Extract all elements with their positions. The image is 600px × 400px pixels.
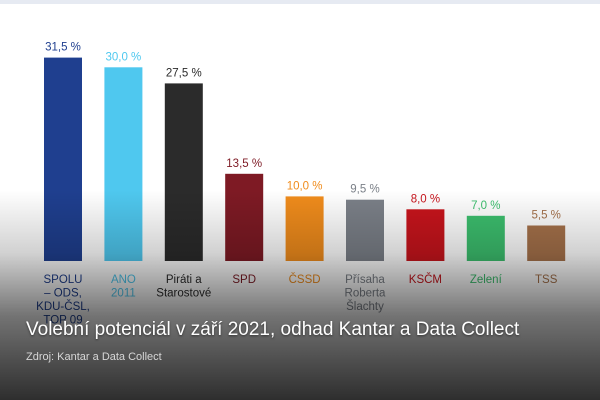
bar-1 [44, 57, 82, 261]
bar-2 [104, 67, 143, 261]
caption-source: Zdroj: Kantar a Data Collect [26, 351, 162, 363]
category-label-line: Zelení [470, 274, 503, 286]
category-label-6: Přísaha Roberta Šlachty [345, 274, 387, 313]
category-label-line: Roberta [345, 288, 387, 300]
category-label-line: SPD [232, 274, 256, 286]
value-label-2: 30,0 % [105, 51, 141, 63]
category-label-line: SPOLU [44, 274, 83, 286]
value-label-5: 10,0 % [287, 180, 323, 192]
value-label-8: 7,0 % [471, 200, 500, 212]
category-label-line: Piráti a [166, 274, 202, 286]
category-label-7: KSČM [409, 273, 442, 286]
bar-6 [346, 199, 384, 261]
bar-7 [406, 209, 445, 261]
bar-3 [164, 83, 203, 262]
category-label-3: Piráti a Starostové [156, 274, 211, 300]
value-label-1: 31,5 % [45, 42, 81, 54]
category-label-8: Zelení [470, 274, 503, 286]
bar-5 [285, 196, 324, 261]
value-label-9: 5,5 % [531, 210, 560, 222]
value-label-3: 27,5 % [166, 67, 202, 79]
caption-title: Volební potenciál v září 2021, odhad Kan… [26, 319, 520, 340]
category-label-line: Přísaha [345, 274, 385, 286]
category-label-9: TSS [535, 274, 558, 286]
top-strip [0, 0, 600, 4]
category-label-line: KSČM [409, 273, 442, 286]
value-label-7: 8,0 % [411, 193, 440, 205]
bar-8 [466, 215, 505, 261]
value-label-6: 9,5 % [350, 184, 379, 196]
category-label-4: SPD [232, 274, 256, 286]
bars-layer [44, 57, 566, 262]
category-label-line: KDU-ČSL, [36, 300, 90, 313]
caption: Volební potenciál v září 2021, odhad Kan… [26, 318, 566, 363]
category-label-line: Šlachty [346, 300, 384, 313]
value-label-4: 13,5 % [226, 158, 262, 170]
bar-9 [527, 225, 566, 261]
category-label-line: ANO [111, 274, 136, 286]
category-label-line: – ODS, [44, 288, 82, 300]
category-label-2: ANO 2011 [111, 274, 136, 300]
category-label-line: Starostové [156, 288, 211, 300]
category-label-5: ČSSD [289, 273, 321, 286]
bar-4 [225, 173, 264, 261]
category-label-line: 2011 [111, 288, 136, 300]
category-label-line: ČSSD [289, 273, 321, 286]
category-label-line: TSS [535, 274, 558, 286]
